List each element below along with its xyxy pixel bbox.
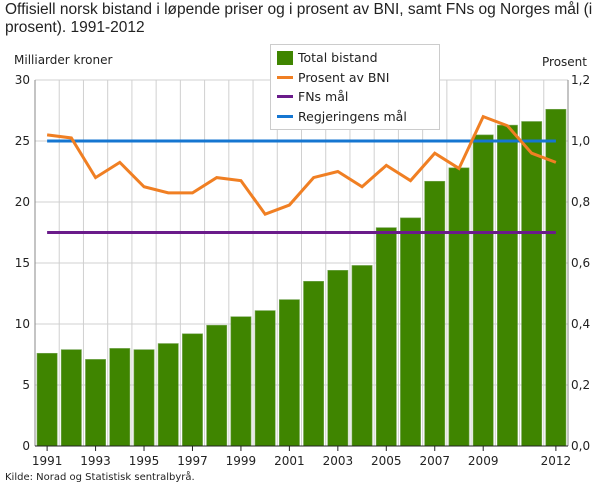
legend-label: Total bistand	[298, 50, 378, 66]
legend-item-percent: Prosent av BNI	[277, 68, 433, 88]
right-tick-label: 0,4	[571, 317, 590, 331]
line-prosent-av-bni	[46, 114, 557, 217]
legend-label: FNs mål	[298, 89, 349, 105]
x-tick-label: 2005	[371, 454, 402, 468]
bar-2009	[472, 134, 494, 447]
bar-2011	[521, 121, 543, 447]
x-tick-label: 2012	[541, 454, 572, 468]
x-tick-label: 1991	[32, 454, 63, 468]
x-tick-label: 1995	[129, 454, 160, 468]
legend-swatch-bar	[277, 50, 293, 65]
bar-1995	[133, 349, 155, 447]
source-note: Kilde: Norad og Statistisk sentralbyrå.	[5, 472, 195, 483]
left-tick-label: 5	[22, 378, 30, 392]
x-tick-label: 2001	[274, 454, 305, 468]
bar-2004	[351, 265, 373, 447]
legend: Total bistand Prosent av BNI FNs mål Reg…	[270, 44, 440, 130]
bar-1992	[60, 349, 82, 447]
legend-label: Regjeringens mål	[298, 108, 407, 124]
right-tick-label: 0,8	[571, 195, 590, 209]
right-axis-label: Prosent	[542, 55, 587, 69]
bar-2006	[400, 217, 421, 447]
legend-item-total: Total bistand	[277, 48, 433, 68]
x-tick-label: 2007	[419, 454, 450, 468]
left-tick-label: 0	[22, 439, 30, 453]
legend-item-fn: FNs mål	[277, 87, 433, 107]
bar-1991	[36, 352, 58, 447]
x-tick-label: 2003	[323, 454, 354, 468]
bar-1996	[157, 343, 179, 447]
left-tick-label: 25	[15, 134, 30, 148]
legend-swatch-line	[277, 95, 293, 99]
legend-label: Prosent av BNI	[298, 69, 390, 85]
right-tick-label: 0,0	[571, 439, 590, 453]
bar-1997	[182, 333, 203, 447]
left-axis-label: Milliarder kroner	[14, 53, 113, 67]
bar-2002	[303, 280, 325, 447]
left-tick-label: 30	[15, 73, 30, 87]
bar-2000	[254, 310, 276, 447]
bar-2007	[424, 180, 446, 447]
left-tick-label: 20	[15, 195, 30, 209]
bar-1994	[109, 348, 131, 447]
x-tick-label: 2009	[468, 454, 499, 468]
bar-1999	[230, 316, 252, 447]
bar-2008	[448, 167, 470, 447]
right-tick-label: 1,2	[571, 73, 590, 87]
x-tick-label: 1999	[226, 454, 257, 468]
right-tick-label: 0,6	[571, 256, 590, 270]
legend-swatch-line	[277, 114, 293, 118]
right-tick-label: 0,2	[571, 378, 590, 392]
chart-title: Offisiell norsk bistand i løpende priser…	[5, 1, 593, 36]
x-tick-label: 1997	[177, 454, 208, 468]
x-tick-label: 1993	[80, 454, 111, 468]
left-tick-label: 10	[15, 317, 30, 331]
bar-1998	[206, 324, 228, 447]
legend-item-gov: Regjeringens mål	[277, 107, 433, 127]
bar-2001	[278, 299, 300, 447]
bar-2003	[327, 270, 349, 447]
legend-swatch-line	[277, 75, 293, 79]
bar-2010	[497, 124, 518, 447]
right-tick-label: 1,0	[571, 134, 590, 148]
bar-2005	[375, 227, 397, 447]
bar-1993	[85, 359, 106, 447]
left-tick-label: 15	[15, 256, 30, 270]
